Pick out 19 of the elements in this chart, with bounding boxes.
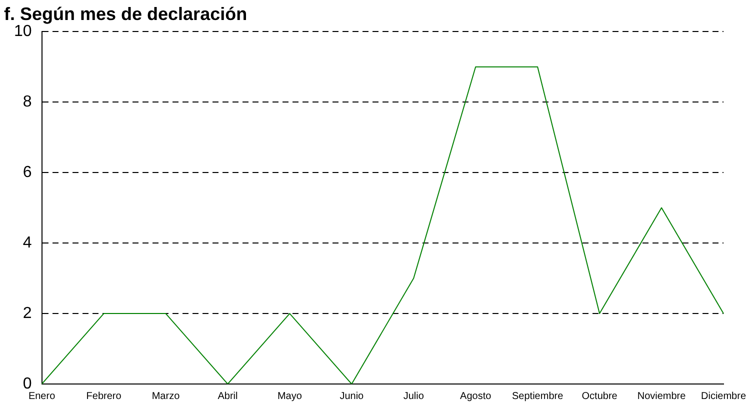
y-tick-label: 2	[22, 304, 32, 322]
y-tick-label: 0	[22, 375, 32, 392]
x-tick-label: Septiembre	[512, 390, 564, 402]
x-tick-label: Mayo	[277, 390, 302, 402]
x-tick-label: Junio	[340, 390, 364, 402]
x-tick-label: Octubre	[582, 390, 618, 402]
x-tick-label: Julio	[403, 390, 424, 402]
x-tick-label: Diciembre	[700, 390, 746, 402]
x-tick-label: Noviembre	[637, 390, 686, 402]
y-tick-label: 6	[22, 164, 32, 181]
x-tick-label: Abril	[218, 390, 238, 402]
y-tick-label: 4	[22, 234, 32, 252]
x-tick-label: Agosto	[460, 390, 492, 402]
chart-title: f. Según mes de declaración	[4, 4, 248, 24]
x-tick-label: Febrero	[86, 390, 122, 402]
x-tick-label: Enero	[28, 390, 56, 402]
y-tick-label: 8	[22, 93, 32, 110]
y-tick-label: 10	[14, 23, 32, 40]
x-tick-label: Marzo	[152, 390, 180, 402]
